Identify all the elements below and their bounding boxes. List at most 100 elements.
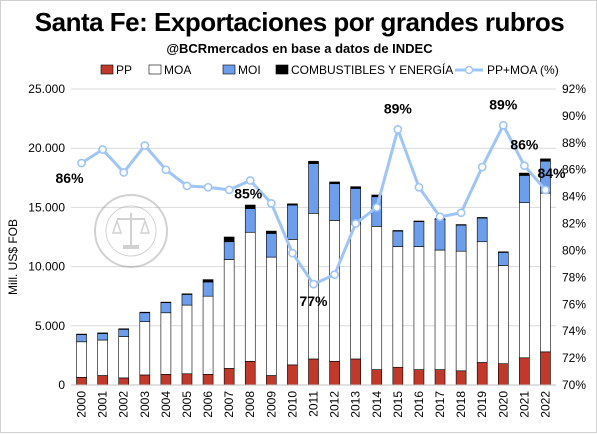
bar-segment: [455, 224, 467, 252]
chart-title: Santa Fe: Exportaciones por grandes rubr…: [34, 7, 565, 37]
x-tick-label: 2002: [117, 391, 131, 418]
y2-tick-label: 88%: [562, 136, 586, 150]
legend-label: MOA: [164, 63, 191, 77]
legend-swatch: [100, 64, 114, 75]
legend-label: PP: [116, 63, 132, 77]
bar-segment: [287, 204, 298, 240]
x-tick-label: 2017: [433, 391, 447, 418]
bar-segment: [202, 279, 214, 283]
line-point: [245, 176, 255, 185]
bar-segment: [118, 329, 130, 337]
bar-segment: [371, 369, 383, 386]
line-point: [330, 270, 339, 280]
bar-segment: [139, 311, 151, 314]
bar-segment: [202, 295, 214, 375]
bar-segment: [287, 364, 298, 386]
bar-segment: [223, 236, 235, 243]
bar-segment: [497, 251, 509, 253]
y-axis-label: Mill. US$ FOB: [6, 219, 20, 295]
bar-segment: [139, 312, 151, 322]
bar-segment: [434, 249, 446, 370]
bar-segment: [455, 224, 467, 226]
bar-segment: [519, 175, 530, 203]
bar-segment: [540, 158, 551, 162]
x-tick-label: 2022: [538, 391, 552, 418]
x-tick-label: 2001: [96, 391, 110, 418]
bar-segment: [308, 160, 319, 164]
legend-label: COMBUSTIBLES Y ENERGÍA: [291, 62, 453, 77]
line-point: [288, 248, 297, 258]
line-point: [519, 161, 529, 171]
bar-segment: [97, 339, 108, 376]
chart-subtitle: @BCRmercados en base a datos de INDEC: [166, 41, 433, 56]
y2-tick-label: 80%: [562, 243, 586, 257]
y2-tick-label: 72%: [562, 351, 586, 365]
x-tick-label: 2012: [328, 391, 342, 418]
y2-tick-label: 74%: [562, 324, 586, 338]
legend-swatch: [275, 64, 289, 75]
bar-series: [76, 158, 551, 386]
line-point: [161, 165, 171, 175]
x-tick-label: 2011: [307, 391, 321, 417]
bar-segment: [413, 220, 425, 222]
bar-segment: [434, 369, 446, 386]
y2-tick-label: 78%: [562, 270, 586, 284]
line-point: [498, 120, 508, 130]
bar-segment: [244, 204, 256, 209]
bar-segment: [476, 217, 488, 219]
bar-segment: [519, 357, 530, 386]
bar-segment: [413, 246, 425, 370]
bar-segment: [350, 358, 361, 386]
data-label: 86%: [56, 170, 85, 186]
bar-segment: [202, 374, 214, 386]
x-tick-label: 2016: [412, 391, 426, 418]
bar-segment: [181, 293, 193, 295]
bar-segment: [160, 374, 172, 386]
line-point: [351, 219, 361, 228]
axes: 0 5.000 10.000 15.000 20.000 25.000 70% 72% 74% 7…: [6, 82, 586, 418]
y-tick-label: 10.000: [28, 260, 65, 274]
bar-segment: [287, 203, 298, 206]
bar-segment: [181, 294, 193, 306]
bar-segment: [118, 336, 130, 379]
bar-segment: [160, 312, 172, 375]
bar-segment: [181, 373, 193, 386]
bar-segment: [497, 265, 509, 364]
y-tick-label: 15.000: [28, 200, 65, 214]
x-tick-label: 2020: [496, 391, 510, 418]
y-tick-label: 25.000: [28, 82, 65, 96]
legend-swatch: [464, 65, 474, 75]
bar-segment: [329, 181, 340, 185]
y-tick-label: 20.000: [28, 141, 65, 155]
bar-segment: [308, 358, 319, 386]
y2-tick-label: 70%: [562, 378, 586, 392]
bar-segment: [519, 202, 530, 359]
bar-segment: [519, 172, 530, 176]
bar-segment: [266, 256, 277, 376]
bar-segment: [118, 377, 130, 386]
bar-segment: [76, 341, 87, 378]
data-label: 89%: [489, 96, 518, 112]
bar-segment: [350, 186, 361, 189]
data-label: 86%: [510, 137, 539, 153]
bar-segment: [76, 334, 87, 343]
line-point: [372, 202, 382, 212]
line-point: [77, 158, 86, 168]
bar-segment: [350, 223, 361, 360]
bar-segment: [223, 241, 235, 260]
line-point: [140, 141, 150, 150]
bar-segment: [455, 250, 467, 372]
bar-segment: [76, 377, 87, 386]
x-tick-label: 2007: [222, 391, 236, 418]
line-point: [119, 168, 129, 177]
bar-segment: [266, 230, 277, 234]
bar-segment: [266, 375, 277, 386]
x-tick-label: 2008: [243, 391, 257, 418]
line-point: [541, 185, 550, 195]
x-tick-label: 2004: [159, 391, 173, 418]
bar-segment: [497, 252, 509, 266]
bar-segment: [413, 369, 425, 386]
line-point: [435, 212, 445, 222]
bar-segment: [497, 363, 509, 386]
bar-segment: [540, 351, 551, 386]
